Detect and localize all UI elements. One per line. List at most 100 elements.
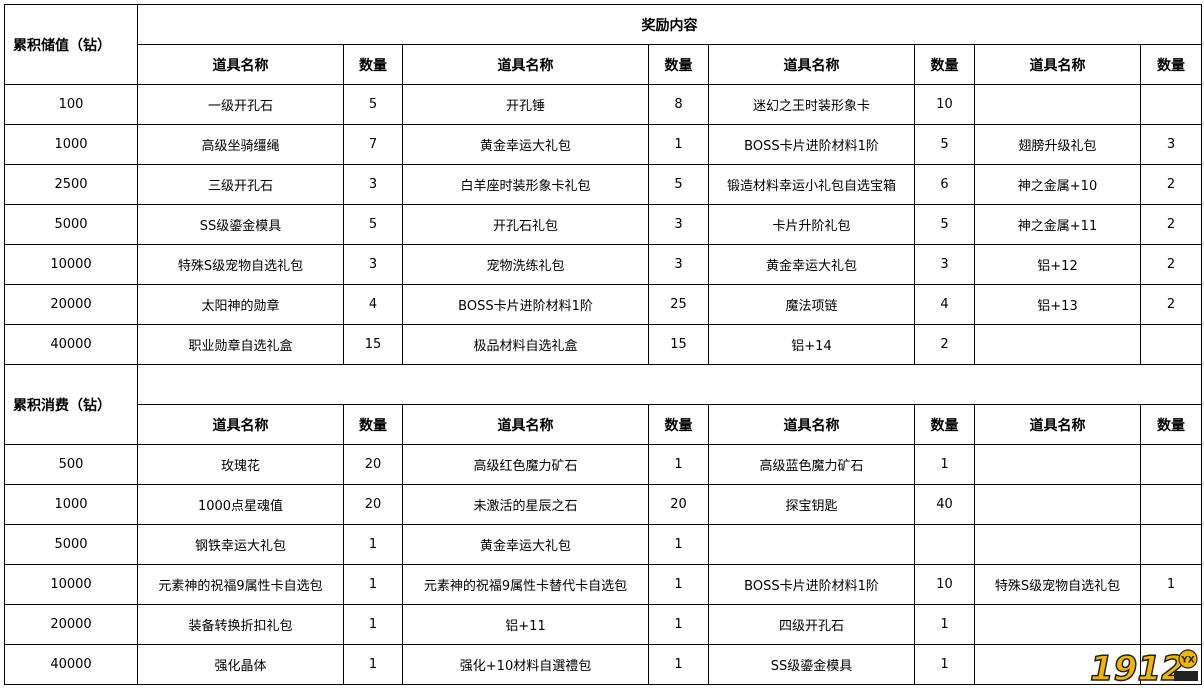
- item-quantity-cell: 1: [914, 644, 975, 685]
- column-header-row: 道具名称 数量 道具名称 数量 道具名称 数量 道具名称 数量: [5, 404, 1202, 445]
- item-quantity-cell: 3: [914, 244, 975, 285]
- table-row: 40000 强化晶体 1 强化+10材料自選禮包 1 SS级鎏金模具 1: [4, 644, 1202, 685]
- header-quantity: 数量: [343, 404, 403, 445]
- table-row: 5000 钢铁幸运大礼包 1 黄金幸运大礼包 1: [4, 524, 1202, 565]
- threshold-cell: 2500: [4, 164, 138, 205]
- item-name-cell: 特殊S级宠物自选礼包: [974, 564, 1141, 605]
- item-name-cell: BOSS卡片进阶材料1阶: [402, 284, 649, 325]
- item-name-cell: 锻造材料幸运小礼包自选宝箱: [708, 164, 915, 205]
- svg-text:YX: YX: [1180, 656, 1195, 666]
- header-item-name: 道具名称: [708, 44, 915, 85]
- item-quantity-cell: 5: [914, 124, 975, 165]
- item-quantity-cell: 10: [914, 84, 975, 125]
- item-quantity-cell: 2: [914, 324, 975, 365]
- item-quantity-cell: 1: [1140, 564, 1202, 605]
- item-quantity-cell: 1: [914, 444, 975, 485]
- item-name-cell: [974, 644, 1141, 685]
- header-item-name: 道具名称: [137, 44, 344, 85]
- item-name-cell: 神之金属+10: [974, 164, 1141, 205]
- header-item-name: 道具名称: [974, 404, 1141, 445]
- item-quantity-cell: 8: [648, 84, 709, 125]
- item-name-cell: 未激活的星辰之石: [402, 484, 649, 525]
- item-quantity-cell: 10: [914, 564, 975, 605]
- item-name-cell: 迷幻之王时装形象卡: [708, 84, 915, 125]
- table-row: 1000 高级坐骑缰绳 7 黄金幸运大礼包 1 BOSS卡片进阶材料1阶 5 翅膀升级礼包 3: [4, 124, 1202, 165]
- item-quantity-cell: [1140, 84, 1202, 125]
- header-quantity: 数量: [648, 44, 709, 85]
- column-header-row: 道具名称 数量 道具名称 数量 道具名称 数量 道具名称 数量: [5, 44, 1202, 85]
- table-row: 100 一级开孔石 5 开孔锤 8 迷幻之王时装形象卡 10: [4, 84, 1202, 125]
- item-name-cell: 开孔石礼包: [402, 204, 649, 245]
- item-name-cell: 元素神的祝福9属性卡自选包: [137, 564, 344, 605]
- header-quantity: 数量: [1140, 44, 1202, 85]
- header-item-name: 道具名称: [708, 404, 915, 445]
- header-item-name: 道具名称: [402, 404, 649, 445]
- item-name-cell: [974, 84, 1141, 125]
- item-name-cell: [974, 324, 1141, 365]
- item-name-cell: BOSS卡片进阶材料1阶: [708, 564, 915, 605]
- item-quantity-cell: 1: [648, 644, 709, 685]
- header-quantity: 数量: [1140, 404, 1202, 445]
- item-name-cell: 黄金幸运大礼包: [402, 524, 649, 565]
- header-item-name: 道具名称: [974, 44, 1141, 85]
- item-quantity-cell: 3: [648, 244, 709, 285]
- table-row: 10000 特殊S级宠物自选礼包 3 宠物洗练礼包 3 黄金幸运大礼包 3 铝+12 2: [4, 244, 1202, 285]
- table-row: 5000 SS级鎏金模具 5 开孔石礼包 3 卡片升阶礼包 5 神之金属+11 2: [4, 204, 1202, 245]
- item-quantity-cell: 4: [343, 284, 403, 325]
- threshold-cell: 1000: [4, 124, 138, 165]
- item-name-cell: [974, 524, 1141, 565]
- item-name-cell: 铝+12: [974, 244, 1141, 285]
- item-quantity-cell: 3: [648, 204, 709, 245]
- item-name-cell: 开孔锤: [402, 84, 649, 125]
- item-name-cell: 太阳神的勋章: [137, 284, 344, 325]
- item-quantity-cell: 1: [648, 524, 709, 565]
- item-quantity-cell: 4: [914, 284, 975, 325]
- item-name-cell: 一级开孔石: [137, 84, 344, 125]
- item-quantity-cell: [1140, 604, 1202, 645]
- reward-title: 奖励内容: [137, 4, 1202, 45]
- item-quantity-cell: 1: [648, 444, 709, 485]
- header-item-name: 道具名称: [402, 44, 649, 85]
- item-quantity-cell: 1: [648, 604, 709, 645]
- item-quantity-cell: 1: [648, 124, 709, 165]
- item-quantity-cell: 15: [648, 324, 709, 365]
- threshold-cell: 5000: [4, 524, 138, 565]
- item-quantity-cell: [1140, 324, 1202, 365]
- item-name-cell: 装备转换折扣礼包: [137, 604, 344, 645]
- table-row: 500 玫瑰花 20 高级红色魔力矿石 1 高级蓝色魔力矿石 1: [4, 444, 1202, 485]
- item-quantity-cell: 1: [648, 564, 709, 605]
- item-name-cell: 神之金属+11: [974, 204, 1141, 245]
- item-quantity-cell: 7: [343, 124, 403, 165]
- item-quantity-cell: 2: [1140, 164, 1202, 205]
- item-name-cell: BOSS卡片进阶材料1阶: [708, 124, 915, 165]
- item-name-cell: SS级鎏金模具: [708, 644, 915, 685]
- item-quantity-cell: 1: [343, 524, 403, 565]
- item-quantity-cell: [914, 524, 975, 565]
- item-name-cell: [708, 524, 915, 565]
- item-name-cell: 卡片升阶礼包: [708, 204, 915, 245]
- item-quantity-cell: 5: [343, 204, 403, 245]
- item-name-cell: 高级蓝色魔力矿石: [708, 444, 915, 485]
- item-name-cell: 宠物洗练礼包: [402, 244, 649, 285]
- item-name-cell: 黄金幸运大礼包: [402, 124, 649, 165]
- header-quantity: 数量: [648, 404, 709, 445]
- item-name-cell: [974, 604, 1141, 645]
- table-row: 10000 元素神的祝福9属性卡自选包 1 元素神的祝福9属性卡替代卡自选包 1 BOSS…: [4, 564, 1202, 605]
- item-quantity-cell: 3: [343, 244, 403, 285]
- item-name-cell: 探宝钥匙: [708, 484, 915, 525]
- item-name-cell: SS级鎏金模具: [137, 204, 344, 245]
- table-row: 40000 职业勋章自选礼盒 15 极品材料自选礼盒 15 铝+14 2: [4, 324, 1202, 365]
- item-quantity-cell: 2: [1140, 284, 1202, 325]
- item-quantity-cell: [1140, 524, 1202, 565]
- item-name-cell: 高级红色魔力矿石: [402, 444, 649, 485]
- reward-table: 累积储值（钻） 奖励内容 道具名称 数量 道具名称 数量 道具名称 数量 道具名称 数量 100 一级…: [4, 4, 1202, 685]
- threshold-cell: 10000: [4, 244, 138, 285]
- item-name-cell: 黄金幸运大礼包: [708, 244, 915, 285]
- item-quantity-cell: 1: [343, 564, 403, 605]
- header-item-name: 道具名称: [137, 404, 344, 445]
- item-name-cell: 四级开孔石: [708, 604, 915, 645]
- item-name-cell: 铝+11: [402, 604, 649, 645]
- threshold-cell: 500: [4, 444, 138, 485]
- item-quantity-cell: 20: [648, 484, 709, 525]
- item-name-cell: [974, 444, 1141, 485]
